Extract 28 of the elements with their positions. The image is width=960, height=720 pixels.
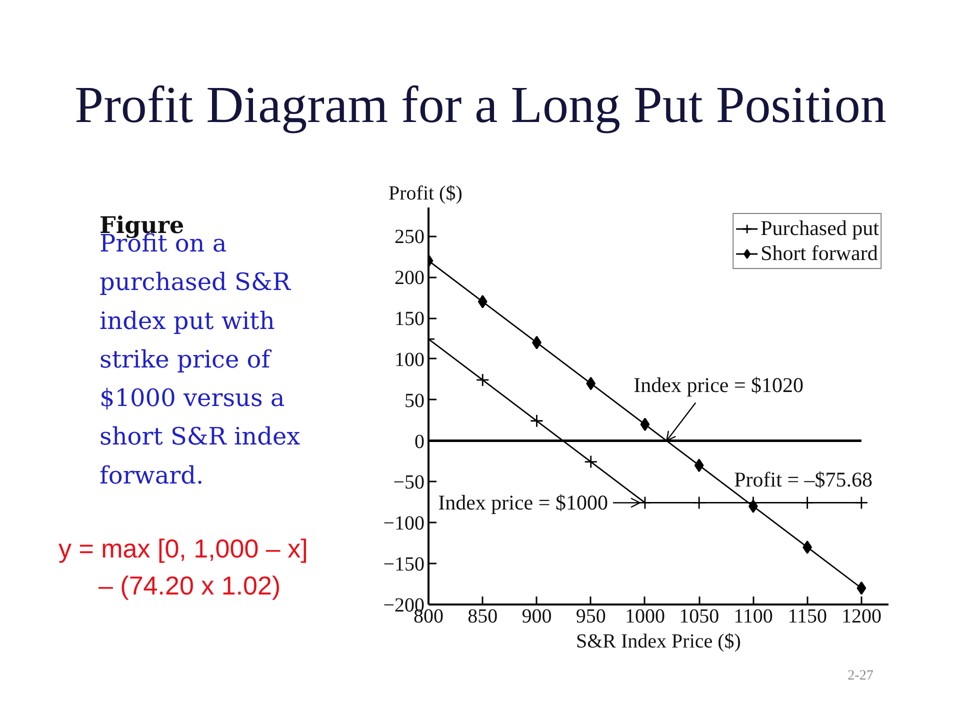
y-tick-label: −100 bbox=[383, 512, 424, 535]
y-tick-label: 200 bbox=[394, 267, 424, 290]
text: y = max [0, 1,000 – x] bbox=[58, 534, 308, 564]
x-tick-label: 1050 bbox=[679, 606, 720, 628]
x-tick-label: 1000 bbox=[624, 606, 665, 628]
y-axis-title: Profit ($) bbox=[388, 182, 462, 204]
legend-label: Purchased put bbox=[760, 216, 879, 241]
y-tick-label: 250 bbox=[394, 226, 424, 248]
y-tick-label: 50 bbox=[404, 390, 424, 412]
annotation: Index price = $1000 bbox=[438, 490, 608, 515]
y-tick-label: 0 bbox=[414, 430, 424, 453]
x-tick-label: 950 bbox=[576, 606, 606, 628]
x-tick-label: 1200 bbox=[841, 606, 882, 628]
annotation: Profit = –$75.68 bbox=[734, 468, 873, 492]
text: 2-27 bbox=[848, 668, 874, 684]
x-tick-label: 900 bbox=[522, 606, 552, 628]
annotation: Index price = $1020 bbox=[634, 372, 804, 397]
x-tick-label: 1150 bbox=[788, 606, 827, 628]
x-tick-label: 850 bbox=[468, 606, 498, 628]
chart-title: Profit Diagram for a Long Put Position bbox=[74, 77, 886, 134]
y-tick-label: 150 bbox=[394, 308, 424, 330]
x-axis-title: S&R Index Price ($) bbox=[576, 630, 741, 652]
x-tick-label: 1100 bbox=[734, 606, 773, 628]
y-tick-label: 100 bbox=[394, 348, 424, 371]
y-tick-label: −50 bbox=[393, 472, 424, 494]
legend-label: Short forward bbox=[760, 241, 878, 266]
y-tick-label: −150 bbox=[383, 554, 424, 576]
text: – (74.20 x 1.02) bbox=[98, 570, 281, 600]
